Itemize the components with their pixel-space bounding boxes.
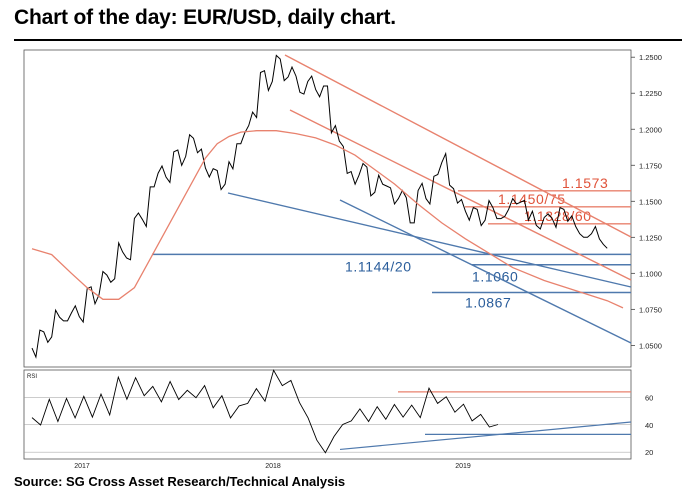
price-frame <box>23 49 632 368</box>
x-tick-label: 2019 <box>455 463 471 470</box>
y-tick-label: 1.0500 <box>639 341 662 350</box>
rsi-line <box>31 369 499 454</box>
rsi-tick-label: 40 <box>645 421 653 430</box>
rsi-tick-label: 20 <box>645 448 653 457</box>
level-label: 1.1144/20 <box>345 258 412 274</box>
rsi-tick-label: 60 <box>645 393 653 402</box>
rsi-label: RSI <box>27 374 37 380</box>
y-tick-label: 1.0750 <box>639 305 662 314</box>
moving-average-line <box>31 130 624 309</box>
level-label: 1.1573 <box>562 175 608 191</box>
level-label: 1.1450/75 <box>498 191 566 207</box>
chart-title: Chart of the day: EUR/USD, daily chart. <box>14 6 396 29</box>
rsi-trendline <box>339 421 632 451</box>
support-trendline <box>227 192 632 288</box>
y-tick-label: 1.1250 <box>639 233 662 242</box>
y-tick-label: 1.2500 <box>639 53 662 62</box>
source-note: Source: SG Cross Asset Research/Technica… <box>14 474 346 489</box>
rsi-frame <box>23 369 632 460</box>
y-tick-label: 1.1000 <box>639 269 662 278</box>
lower-downtrend-line <box>289 109 632 281</box>
x-tick-label: 2018 <box>265 463 281 470</box>
y-tick-label: 1.2000 <box>639 125 662 134</box>
channel-support-line <box>339 199 632 344</box>
y-tick-label: 1.1750 <box>639 161 662 170</box>
y-tick-label: 1.1500 <box>639 197 662 206</box>
level-label: 1.1328/60 <box>524 208 592 224</box>
y-tick-label: 1.2250 <box>639 89 662 98</box>
x-tick-label: 2017 <box>74 463 90 470</box>
rsi-panel: RSI 60 40 20 2017 2018 2019 <box>23 369 653 470</box>
eurusd-price-line <box>31 54 608 359</box>
upper-downtrend-line <box>284 54 632 238</box>
level-label: 1.0867 <box>465 295 511 311</box>
title-divider <box>14 39 682 41</box>
price-panel: 1.2500 1.2250 1.2000 1.1750 1.1500 1.1250 1.10… <box>23 49 662 368</box>
